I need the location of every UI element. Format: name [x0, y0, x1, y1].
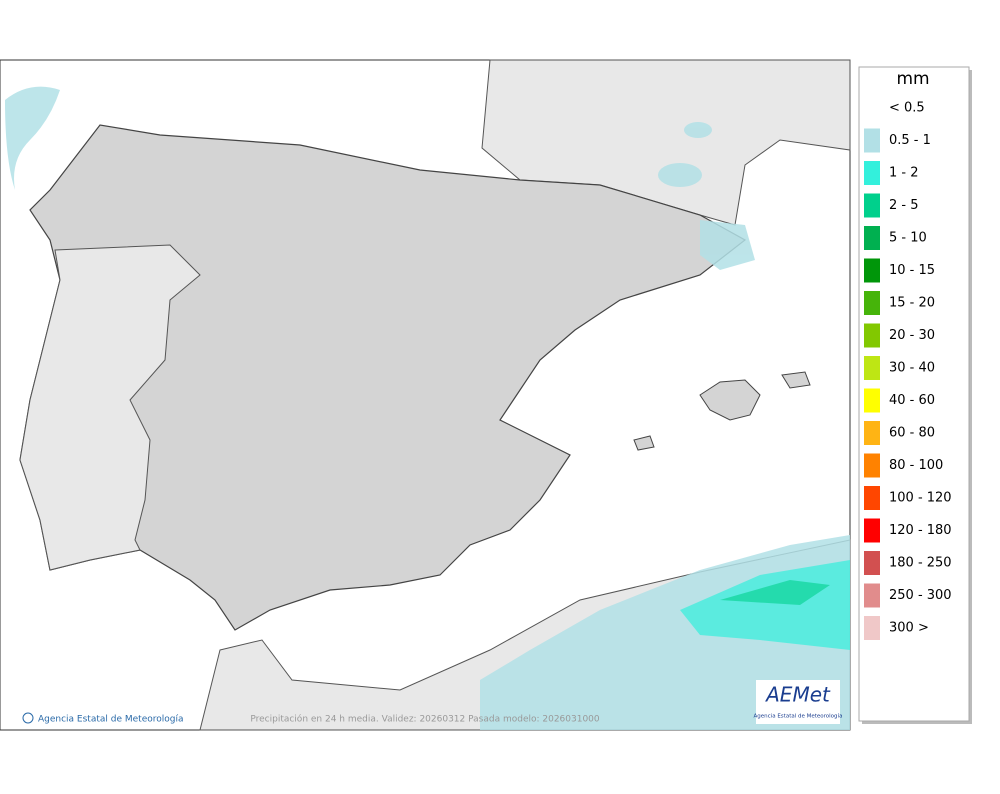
legend-swatch	[864, 421, 880, 445]
precip-area-3	[720, 580, 830, 605]
ibiza	[633, 435, 655, 451]
legend-swatch	[864, 161, 880, 185]
legend-swatch	[864, 291, 880, 315]
legend-unit: mm	[896, 69, 929, 89]
legend-label: 0.5 - 1	[889, 133, 931, 148]
legend-label: 180 - 250	[889, 556, 952, 571]
caption: Precipitación en 24 h media. Validez: 20…	[250, 714, 600, 725]
legend-swatch	[864, 388, 880, 413]
legend-swatch	[864, 128, 880, 153]
legend-swatch	[864, 518, 880, 543]
legend-swatch	[864, 323, 880, 348]
map: Agencia Estatal de Meteorología Precipit…	[0, 59, 851, 731]
legend-label: < 0.5	[889, 101, 925, 116]
legend-label: 2 - 5	[889, 198, 919, 213]
logo-box	[756, 680, 840, 724]
legend-swatch	[864, 616, 880, 640]
logo-name: AEMet	[764, 683, 831, 707]
legend-label: 250 - 300	[889, 588, 952, 603]
legend-label: 5 - 10	[889, 231, 927, 246]
credit: Agencia Estatal de Meteorología	[38, 715, 184, 725]
legend-swatch	[864, 226, 880, 250]
legend-swatch	[864, 453, 880, 478]
legend-swatch	[864, 193, 880, 218]
legend-label: 60 - 80	[889, 426, 935, 441]
portugal	[19, 244, 201, 571]
legend-swatch	[864, 551, 880, 575]
legend-swatch	[864, 258, 880, 283]
legend-label: 30 - 40	[889, 361, 935, 376]
legend-swatch	[864, 583, 880, 608]
menorca	[781, 371, 811, 389]
mallorca	[699, 379, 761, 421]
legend-label: 40 - 60	[889, 393, 935, 408]
legend-label: 100 - 120	[889, 491, 952, 506]
legend-label: 1 - 2	[889, 166, 919, 181]
legend-swatch	[864, 356, 880, 380]
legend-label: 120 - 180	[889, 523, 952, 538]
logo-subtitle: Agencia Estatal de Meteorología	[754, 713, 843, 720]
legend-label: 80 - 100	[889, 458, 943, 473]
legend-label: 10 - 15	[889, 263, 935, 278]
copyright-icon	[22, 712, 34, 724]
legend-label: 20 - 30	[889, 328, 935, 343]
legend-label: 300 >	[889, 621, 929, 636]
legend: mm < 0.5 0.5 - 1 1 - 2 2 - 5 5 - 10 10 - 15 15…	[858, 66, 972, 724]
legend-swatch	[864, 486, 880, 510]
legend-label: 15 - 20	[889, 296, 935, 311]
